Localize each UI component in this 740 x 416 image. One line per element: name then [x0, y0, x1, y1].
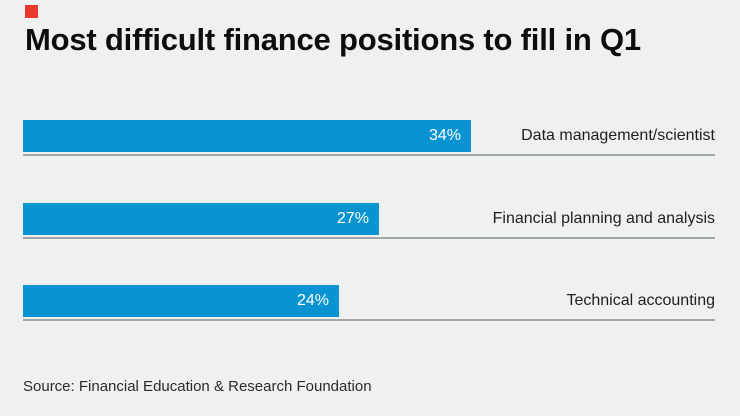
bar-chart-plot: 34% Data management/scientist 27% Financ… [23, 0, 715, 416]
category-label: Data management/scientist [521, 127, 715, 144]
baseline-rule [23, 154, 715, 156]
value-label: 24% [296, 292, 329, 309]
value-label: 34% [428, 127, 461, 144]
bar-data-management: 34% [23, 120, 471, 152]
value-label: 27% [336, 210, 369, 227]
bar-row: 34% Data management/scientist [23, 120, 715, 160]
category-label: Financial planning and analysis [492, 210, 715, 227]
baseline-rule [23, 237, 715, 239]
bar-financial-planning: 27% [23, 203, 379, 235]
bar-row: 24% Technical accounting [23, 285, 715, 325]
category-label: Technical accounting [566, 292, 715, 309]
bar-row: 27% Financial planning and analysis [23, 203, 715, 243]
brand-mark-square [25, 5, 38, 18]
bar-technical-accounting: 24% [23, 285, 339, 317]
chart-title: Most difficult finance positions to fill… [25, 22, 641, 57]
baseline-rule [23, 319, 715, 321]
source-attribution: Source: Financial Education & Research F… [23, 378, 372, 395]
